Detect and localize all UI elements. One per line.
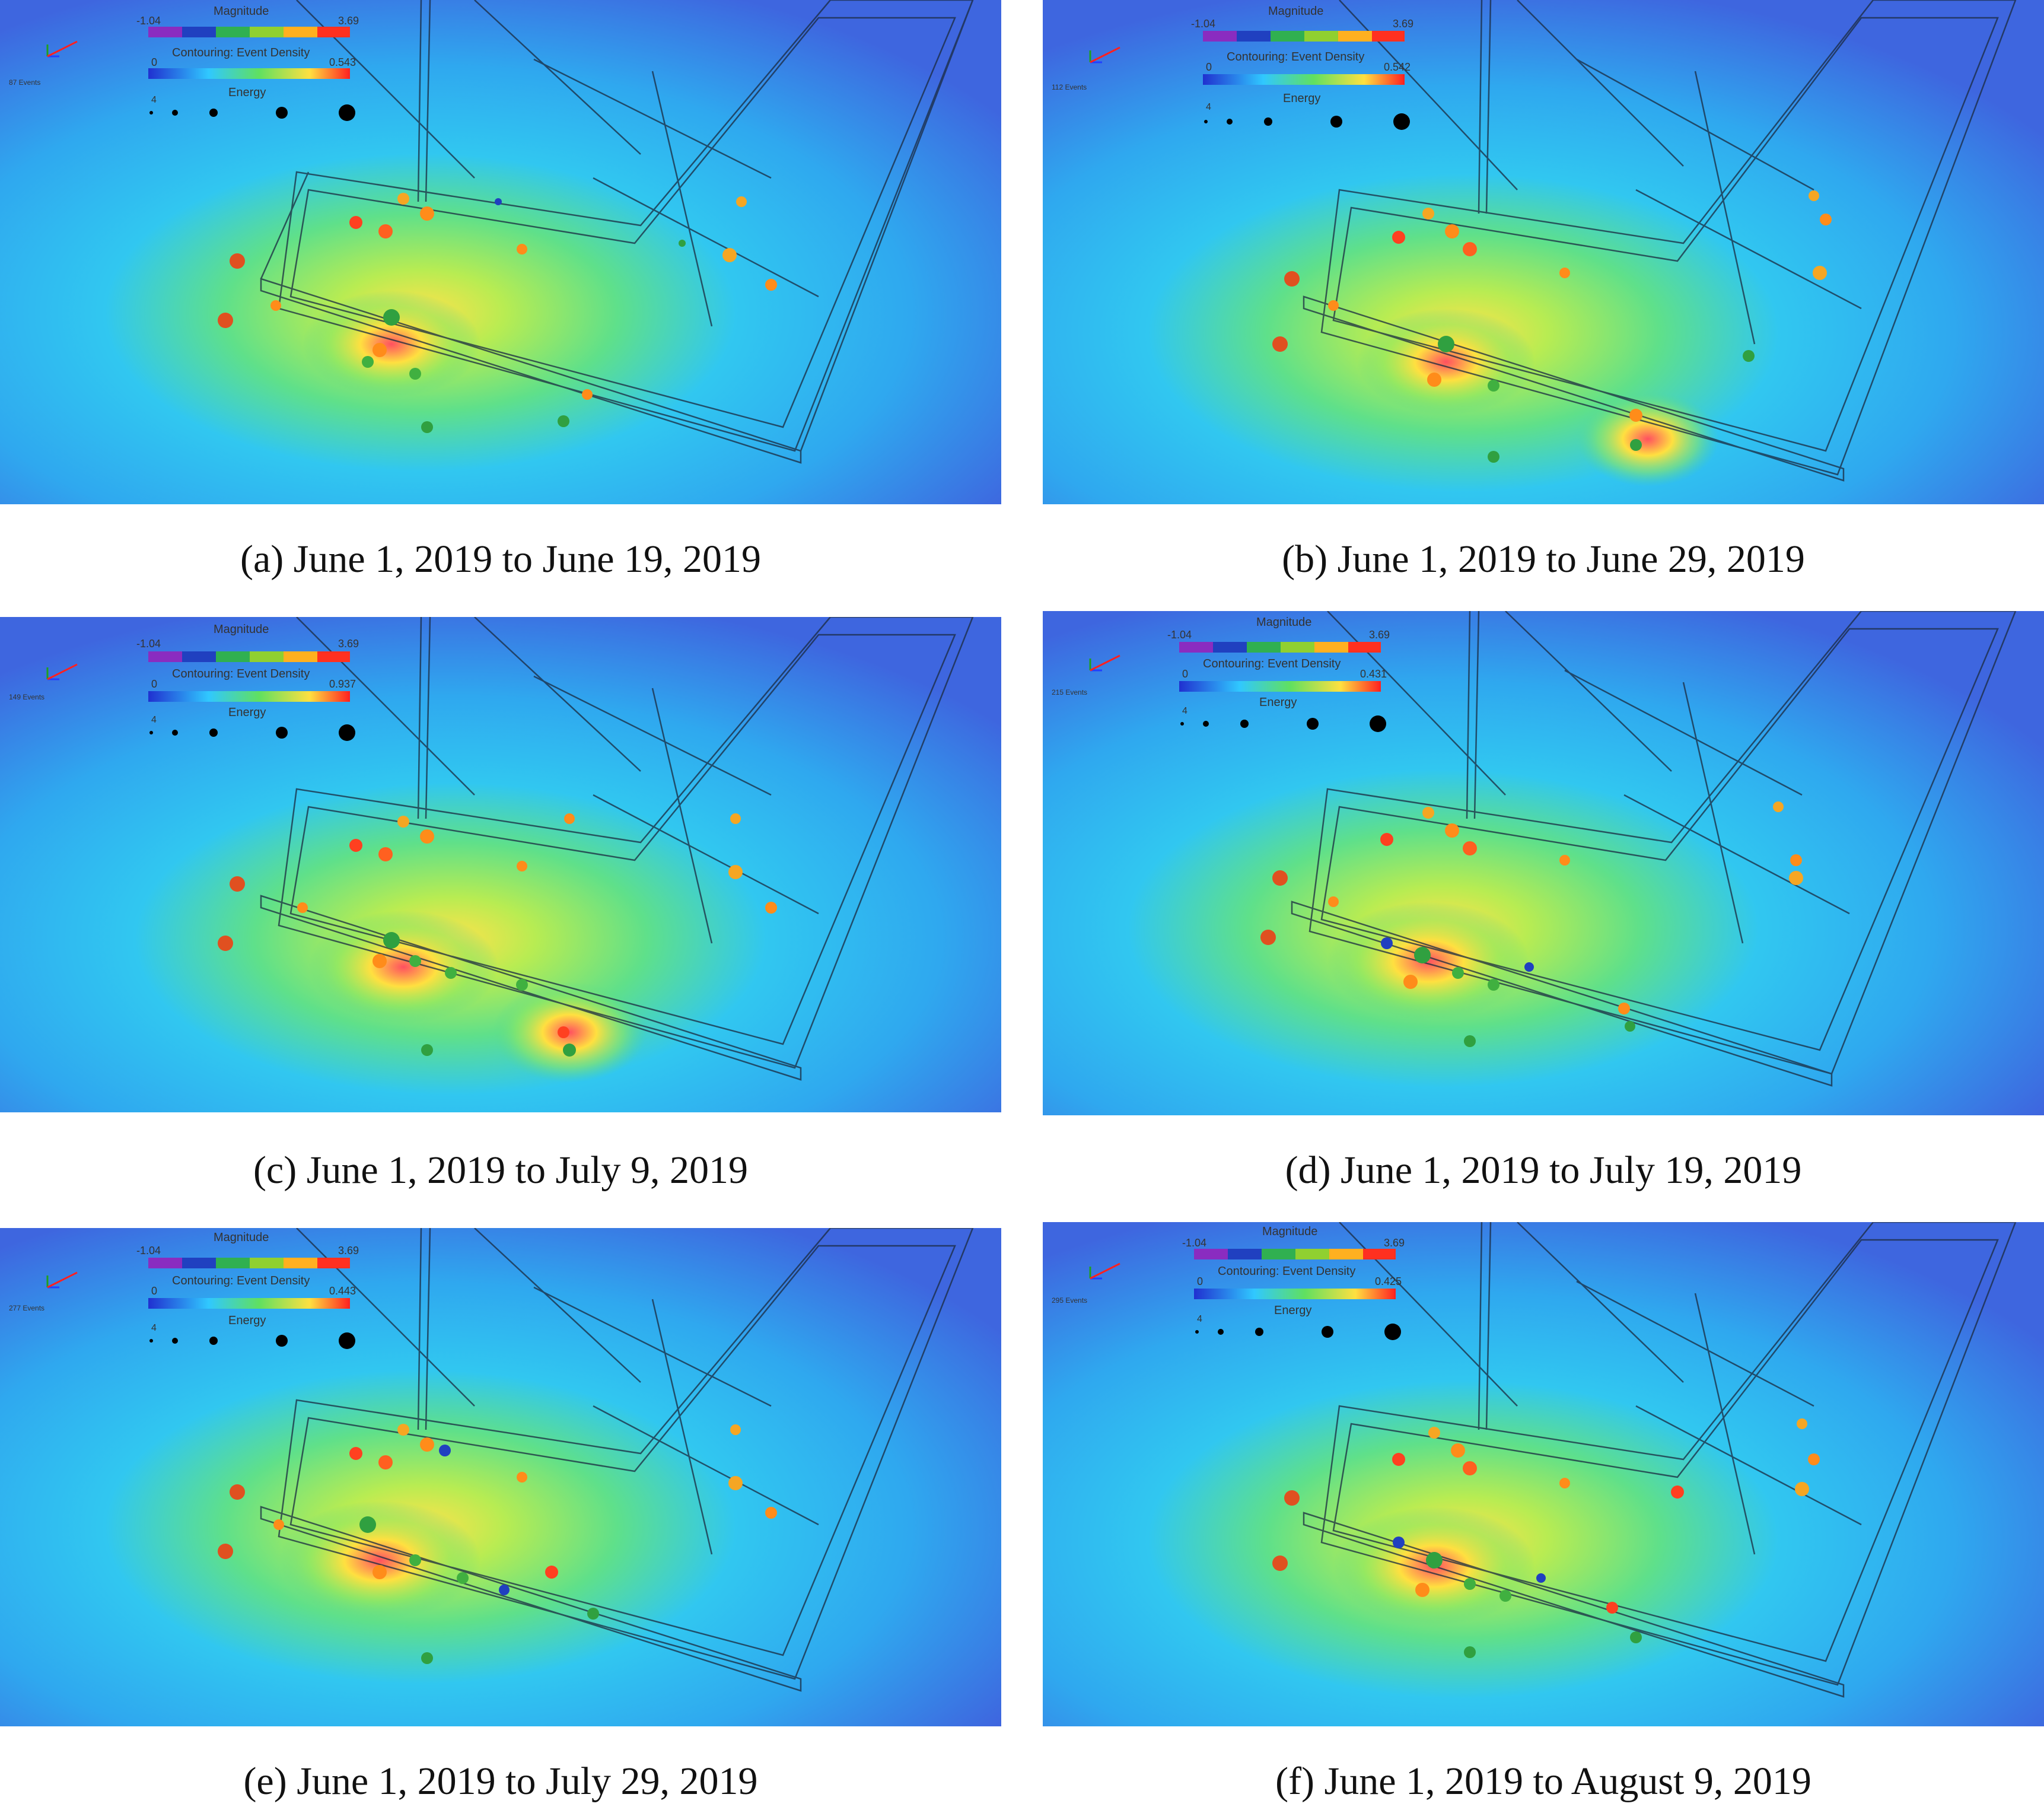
visualization-d <box>1043 611 2044 1115</box>
panel-b <box>1043 0 2044 504</box>
caption-e: (e) June 1, 2019 to July 29, 2019 <box>243 1760 758 1803</box>
caption-f: (f) June 1, 2019 to August 9, 2019 <box>1275 1760 1811 1803</box>
panel-f <box>1043 1222 2044 1726</box>
visualization-a <box>0 0 1001 504</box>
caption-a: (a) June 1, 2019 to June 19, 2019 <box>240 537 762 581</box>
visualization-f <box>1043 1222 2044 1726</box>
panel-e <box>0 1228 1001 1726</box>
visualization-c <box>0 617 1001 1112</box>
caption-b: (b) June 1, 2019 to June 29, 2019 <box>1282 537 1805 581</box>
panel-d <box>1043 611 2044 1115</box>
caption-d: (d) June 1, 2019 to July 19, 2019 <box>1285 1149 1802 1192</box>
panel-c <box>0 617 1001 1112</box>
panel-a <box>0 0 1001 504</box>
caption-c: (c) June 1, 2019 to July 9, 2019 <box>253 1149 749 1192</box>
visualization-b <box>1043 0 2044 504</box>
magnitude-colorbar <box>148 27 350 37</box>
visualization-e <box>0 1228 1001 1726</box>
